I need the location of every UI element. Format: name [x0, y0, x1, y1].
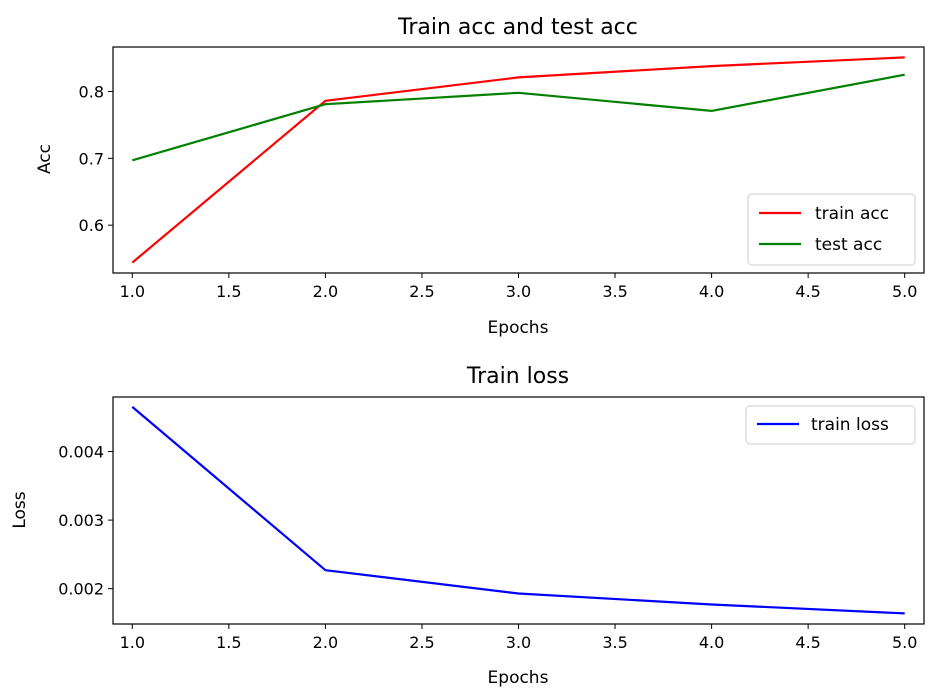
loss-legend-box	[745, 405, 916, 445]
x-tick-label: 4.0	[699, 633, 724, 652]
x-tick-label: 2.0	[313, 282, 338, 301]
x-tick-label: 4.0	[699, 282, 724, 301]
x-tick-label: 4.5	[795, 282, 820, 301]
loss-chart-xlabel: Epochs	[488, 668, 549, 688]
acc-chart: Train acc and test acc Epochs Acc 1.0 1.5…	[35, 15, 925, 338]
x-tick-label: 1.0	[120, 282, 145, 301]
x-tick-label: 1.5	[216, 282, 241, 301]
x-tick-label: 5.0	[892, 282, 917, 301]
loss-y-ticks: 0.002 0.003 0.004	[58, 443, 113, 599]
y-tick-label: 0.003	[58, 511, 104, 530]
x-tick-label: 3.0	[506, 282, 531, 301]
loss-legend: train loss	[745, 405, 916, 445]
y-tick-label: 0.004	[58, 443, 104, 462]
legend-label-train-loss: train loss	[811, 415, 889, 435]
acc-y-ticks: 0.6 0.7 0.8	[79, 82, 113, 235]
series-line-test-acc	[131, 73, 905, 162]
x-tick-label: 2.5	[409, 633, 434, 652]
acc-chart-ylabel: Acc	[35, 144, 55, 174]
loss-plot-frame	[112, 396, 925, 625]
acc-series-lines	[131, 56, 905, 264]
x-tick-label: 5.0	[892, 633, 917, 652]
x-tick-label: 3.0	[506, 633, 531, 652]
x-tick-label: 1.0	[120, 633, 145, 652]
acc-plot-frame	[112, 46, 925, 274]
series-line-train-acc	[131, 56, 905, 264]
acc-chart-xlabel: Epochs	[488, 318, 549, 338]
series-line-train-loss	[131, 406, 905, 615]
acc-legend-box	[747, 193, 916, 266]
acc-legend: train acc test acc	[747, 193, 916, 266]
y-tick-label: 0.002	[58, 580, 104, 599]
acc-x-ticks: 1.0 1.5 2.0 2.5 3.0 3.5 4.0 4.5 5.0	[120, 273, 917, 301]
y-tick-label: 0.6	[79, 216, 104, 235]
loss-x-ticks: 1.0 1.5 2.0 2.5 3.0 3.5 4.0 4.5 5.0	[120, 624, 917, 652]
acc-chart-title: Train acc and test acc	[397, 15, 638, 40]
x-tick-label: 3.5	[602, 282, 627, 301]
loss-chart: Train loss Epochs Loss 1.0 1.5 2.0 2.5 3.0 3.…	[10, 364, 925, 688]
loss-chart-title: Train loss	[466, 364, 569, 389]
loss-chart-ylabel: Loss	[10, 491, 30, 528]
y-tick-label: 0.8	[79, 82, 104, 101]
y-tick-label: 0.7	[79, 149, 104, 168]
x-tick-label: 3.5	[602, 633, 627, 652]
x-tick-label: 2.0	[313, 633, 338, 652]
x-tick-label: 2.5	[409, 282, 434, 301]
x-tick-label: 1.5	[216, 633, 241, 652]
loss-series-lines	[131, 406, 905, 615]
legend-label-test-acc: test acc	[815, 235, 882, 255]
legend-label-train-acc: train acc	[815, 204, 889, 224]
x-tick-label: 4.5	[795, 633, 820, 652]
